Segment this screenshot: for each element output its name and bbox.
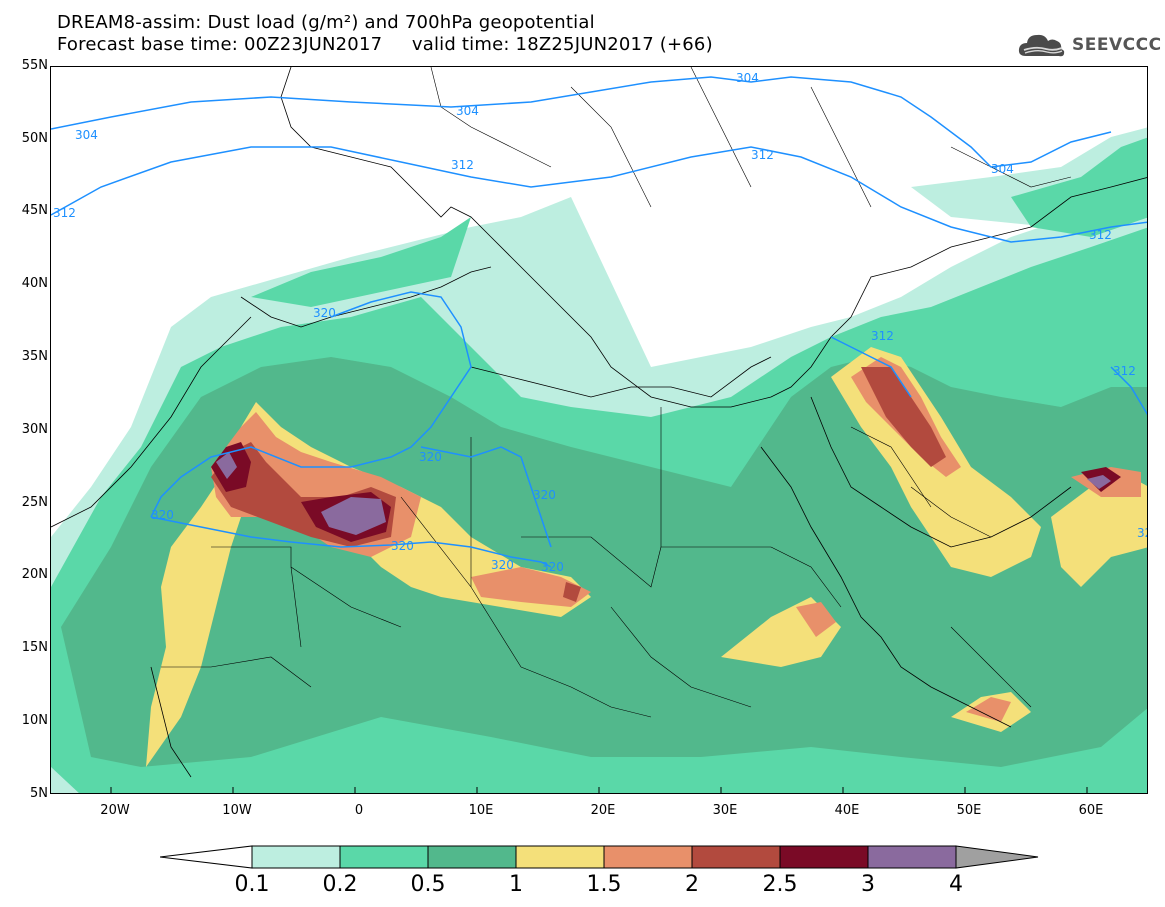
colorbar-cell — [691, 845, 781, 869]
colorbar-cell — [603, 845, 693, 869]
axis-ticks — [110, 787, 1088, 793]
colorbar-cell — [160, 845, 253, 869]
map-canvas: 304 304 304 304 312 312 312 312 312 312 … — [51, 67, 1148, 793]
lat-label: 35N — [21, 349, 48, 364]
contour-label: 320 — [151, 508, 174, 522]
contour-label: 320 — [391, 539, 414, 553]
contour-label: 320 — [533, 488, 556, 502]
colorbar-label: 2 — [685, 872, 699, 897]
lon-label: 0 — [354, 803, 364, 818]
map-title-line-1: DREAM8-assim: Dust load (g/m²) and 700hP… — [57, 12, 595, 33]
lon-label: 20W — [100, 803, 130, 818]
colorbar-label: 0.5 — [410, 872, 446, 897]
colorbar-cell — [779, 845, 869, 869]
colorbar-cell — [251, 845, 341, 869]
lat-label: 40N — [21, 276, 48, 291]
contour-label: 320 — [313, 306, 336, 320]
dust-load-map: 304 304 304 304 312 312 312 312 312 312 … — [50, 66, 1148, 794]
colorbar-cell — [427, 845, 517, 869]
contour-label: 304 — [991, 162, 1014, 176]
colorbar-cell — [955, 845, 1039, 869]
colorbar-label: 3 — [861, 872, 875, 897]
country-borders — [161, 67, 1072, 718]
coastlines — [51, 67, 1147, 778]
colorbar-label: 1 — [509, 872, 523, 897]
lat-label: 15N — [21, 640, 48, 655]
lon-label: 10W — [222, 803, 252, 818]
colorbar-cell — [515, 845, 605, 869]
colorbar-label: 2.5 — [762, 872, 798, 897]
colorbar-cell — [339, 845, 429, 869]
lat-label: 5N — [30, 786, 48, 801]
map-title-line-2: Forecast base time: 00Z23JUN2017 valid t… — [57, 34, 713, 55]
contour-label: 312 — [451, 158, 474, 172]
logo-text: SEEVCCC — [1072, 35, 1162, 55]
lon-label: 60E — [1078, 803, 1104, 818]
contour-label: 320 — [1137, 526, 1148, 540]
cloud-icon — [1018, 34, 1065, 57]
colorbar-label: 1.5 — [586, 872, 622, 897]
contour-label: 312 — [871, 329, 894, 343]
contour-label: 304 — [75, 128, 98, 142]
lat-label: 45N — [21, 203, 48, 218]
lat-label: 10N — [21, 713, 48, 728]
contour-label: 320 — [419, 450, 442, 464]
lat-label: 25N — [21, 495, 48, 510]
lon-label: 40E — [834, 803, 860, 818]
contour-label: 312 — [1089, 228, 1112, 242]
colorbar-label: 0.2 — [322, 872, 358, 897]
colorbar — [160, 845, 1039, 869]
colorbar-label: 4 — [949, 872, 963, 897]
seevccc-logo: SEEVCCC — [1016, 30, 1162, 60]
contour-label: 312 — [751, 148, 774, 162]
contour-label: 312 — [1113, 364, 1136, 378]
lon-label: 50E — [956, 803, 982, 818]
lat-label: 20N — [21, 567, 48, 582]
contour-label: 312 — [53, 206, 76, 220]
lat-label: 30N — [21, 422, 48, 437]
contour-label: 320 — [541, 560, 564, 574]
lon-label: 20E — [590, 803, 616, 818]
contour-label: 304 — [456, 104, 479, 118]
contour-label: 304 — [736, 71, 759, 85]
lat-label: 50N — [21, 131, 48, 146]
contour-label: 320 — [491, 558, 514, 572]
lon-label: 30E — [712, 803, 738, 818]
lon-label: 10E — [468, 803, 494, 818]
colorbar-cell — [867, 845, 957, 869]
geopotential-contours — [51, 76, 1147, 568]
colorbar-label: 0.1 — [234, 872, 270, 897]
dust-layer-3 — [216, 452, 1111, 535]
lat-label: 55N — [21, 58, 48, 73]
contour-labels: 304 304 304 304 312 312 312 312 312 312 … — [53, 71, 1148, 574]
